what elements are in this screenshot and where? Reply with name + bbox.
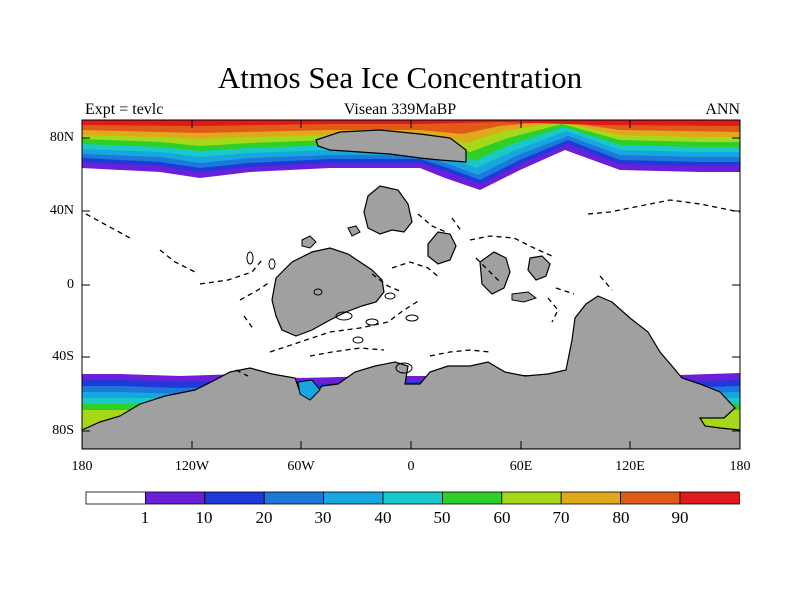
landmass-island: [511, 291, 538, 303]
axis-ticks: [82, 120, 740, 449]
landmass-kazakhstania: [427, 231, 457, 265]
landmass-island: [301, 235, 317, 249]
colorbar-label: 60: [493, 508, 511, 527]
landmass-arctic: [315, 129, 467, 163]
lon-label-180e: 180: [729, 459, 751, 474]
colorbar-label: 70: [552, 508, 570, 527]
landmass-laurussia: [271, 247, 385, 337]
dashed-coastlines: [85, 199, 740, 377]
colorbar-swatch: [560, 491, 622, 505]
landmass-gondwana: [82, 295, 740, 449]
lon-label-120w: 120W: [174, 459, 210, 474]
colorbar-label: 50: [433, 508, 451, 527]
colorbar-swatch: [85, 491, 146, 505]
lon-label-0: 0: [407, 459, 415, 474]
colorbar-swatch: [679, 491, 740, 505]
lat-label-0: 0: [67, 277, 74, 292]
lon-label-120e: 120E: [615, 459, 645, 474]
lon-label-180w: 180: [71, 459, 93, 474]
landmass-siberia: [363, 185, 413, 235]
map-title: Atmos Sea Ice Concentration: [217, 60, 583, 95]
colorbar-swatch: [620, 491, 681, 505]
period-label: Visean 339MaBP: [343, 101, 457, 118]
season-label: ANN: [705, 101, 740, 118]
lat-label-80n: 80N: [49, 130, 74, 145]
colorbar-label: 40: [374, 508, 392, 527]
southern-inlet: [297, 379, 321, 401]
lon-label-60e: 60E: [509, 459, 533, 474]
lat-label-40s: 40S: [52, 349, 74, 364]
landmass-south-china: [527, 255, 551, 281]
colorbar-swatch: [144, 491, 206, 505]
colorbar-swatch: [441, 491, 503, 505]
lat-label-40n: 40N: [49, 203, 74, 218]
colorbar-label: 80: [612, 508, 630, 527]
experiment-label: Expt = tevlc: [85, 101, 164, 118]
colorbar-label: 20: [255, 508, 273, 527]
colorbar-label: 1: [140, 508, 150, 527]
colorbar-label: 30: [314, 508, 332, 527]
lon-label-60w: 60W: [287, 459, 315, 474]
map-plot-area: [82, 120, 740, 449]
lat-label-80s: 80S: [52, 423, 74, 438]
landmass-island: [347, 225, 361, 237]
colorbar-label: 10: [195, 508, 213, 527]
colorbar-swatch: [323, 491, 384, 505]
colorbar-swatch: [501, 491, 562, 505]
colorbar-swatch: [382, 491, 443, 505]
colorbar: [85, 491, 740, 505]
colorbar-label: 90: [671, 508, 689, 527]
colorbar-swatch: [204, 491, 265, 505]
landmass-north-china: [479, 251, 511, 295]
colorbar-swatch: [263, 491, 325, 505]
small-islands: [246, 251, 419, 374]
